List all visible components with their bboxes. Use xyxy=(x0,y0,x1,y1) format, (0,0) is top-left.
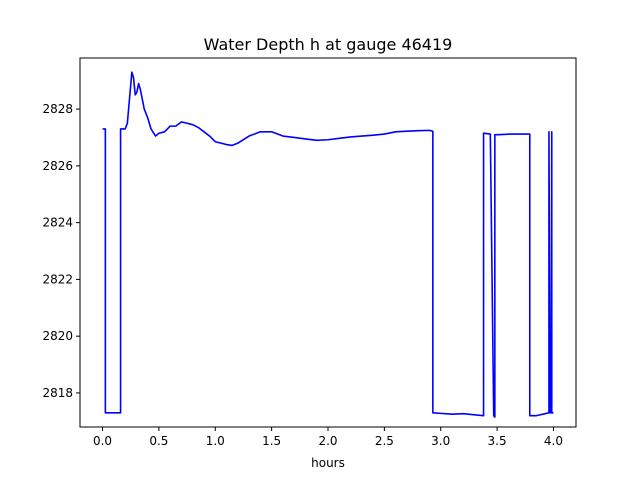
x-tick-label: 2.0 xyxy=(318,434,337,448)
x-tick-label: 1.0 xyxy=(206,434,225,448)
x-tick-label: 2.5 xyxy=(375,434,394,448)
x-tick-label: 3.0 xyxy=(431,434,450,448)
x-tick-label: 0.5 xyxy=(149,434,168,448)
x-tick-label: 0.0 xyxy=(93,434,112,448)
x-axis-label: hours xyxy=(311,456,345,470)
chart-title: Water Depth h at gauge 46419 xyxy=(204,35,453,54)
series-layer xyxy=(102,71,554,418)
y-tick-label: 2818 xyxy=(42,386,73,400)
y-tick-label: 2828 xyxy=(42,102,73,116)
y-tick-label: 2824 xyxy=(42,216,73,230)
plot-frame xyxy=(79,57,577,428)
y-tick-label: 2822 xyxy=(42,272,73,286)
y-tick-label: 2826 xyxy=(42,159,73,173)
series-line-0 xyxy=(102,71,554,418)
y-tick-label: 2820 xyxy=(42,329,73,343)
x-tick-label: 1.5 xyxy=(262,434,281,448)
x-tick-label: 3.5 xyxy=(488,434,507,448)
x-axis-ticks: 0.0 0.5 1.0 1.5 2.0 2.5 3.0 3.5 4.0 xyxy=(93,427,563,448)
x-tick-label: 4.0 xyxy=(544,434,563,448)
y-axis-ticks: 2818 2820 2822 2824 2826 2828 xyxy=(42,102,80,400)
